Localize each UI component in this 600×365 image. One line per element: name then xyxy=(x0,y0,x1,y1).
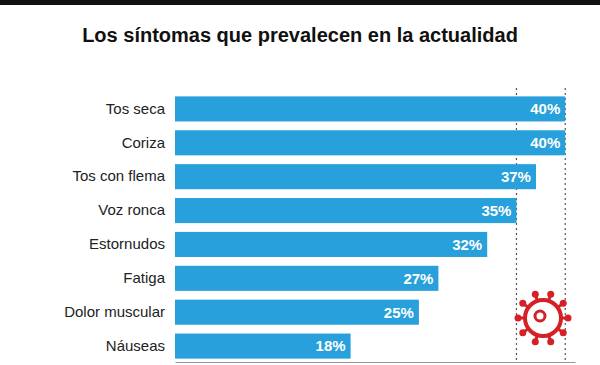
bar xyxy=(175,96,565,121)
bar xyxy=(175,300,419,325)
data-label: 40% xyxy=(530,134,560,151)
tick: Estornudos xyxy=(89,235,165,252)
data-label: 37% xyxy=(501,168,531,185)
data-label: 18% xyxy=(316,337,346,354)
virus-spike-tip xyxy=(515,315,522,322)
virus-spike-tip xyxy=(519,300,526,307)
bar xyxy=(175,334,351,359)
tick: Voz ronca xyxy=(98,201,165,218)
title: Los síntomas que prevalecen en la actual… xyxy=(82,24,518,46)
x-axis xyxy=(176,362,576,363)
bar xyxy=(175,198,516,223)
tick-label: Tos seca xyxy=(106,100,166,117)
virus-spike-tip xyxy=(565,315,572,322)
data-label: 32% xyxy=(452,236,482,253)
virus-spike-tip xyxy=(519,329,526,336)
axis-line xyxy=(176,362,576,363)
tick-label: Dolor muscular xyxy=(64,303,165,320)
tick: Náuseas xyxy=(106,337,165,354)
tick-label: Tos con flema xyxy=(72,167,165,184)
top-band xyxy=(0,0,600,5)
virus-spike-tip xyxy=(560,300,567,307)
virus-icon xyxy=(515,291,572,346)
bar xyxy=(175,130,565,155)
virus-body xyxy=(525,300,561,336)
bar xyxy=(175,232,487,257)
virus-spike-tip xyxy=(560,329,567,336)
tick-label: Voz ronca xyxy=(98,201,165,218)
data-label: 40% xyxy=(530,100,560,117)
chart: Los síntomas que prevalecen en la actual… xyxy=(0,0,600,365)
tick-label: Fatiga xyxy=(123,269,165,286)
tick-label: Estornudos xyxy=(89,235,165,252)
tick: Fatiga xyxy=(123,269,165,286)
data-label: 25% xyxy=(384,304,414,321)
tick-label: Coriza xyxy=(122,134,166,151)
grid xyxy=(516,88,565,362)
data-label: 27% xyxy=(403,270,433,287)
y-axis: Tos seca Coriza Tos con flema Voz ronca Esto… xyxy=(64,100,166,354)
virus-spike-tip xyxy=(547,291,554,298)
tick: Dolor muscular xyxy=(64,303,165,320)
bars xyxy=(175,96,565,358)
bar xyxy=(175,266,438,291)
grid-line xyxy=(565,88,566,362)
bar xyxy=(175,164,536,189)
tick: Tos seca xyxy=(106,100,166,117)
data-labels: 40% 40% 37% 35% 32% 27% 25% 18% xyxy=(316,100,561,354)
virus-spike-tip xyxy=(547,338,554,345)
tick: Coriza xyxy=(122,134,166,151)
tick: Tos con flema xyxy=(72,167,165,184)
data-label: 35% xyxy=(481,202,511,219)
tick-label: Náuseas xyxy=(106,337,165,354)
virus-spike-tip xyxy=(532,291,539,298)
virus-dot xyxy=(535,311,545,321)
virus-spike-tip xyxy=(532,338,539,345)
